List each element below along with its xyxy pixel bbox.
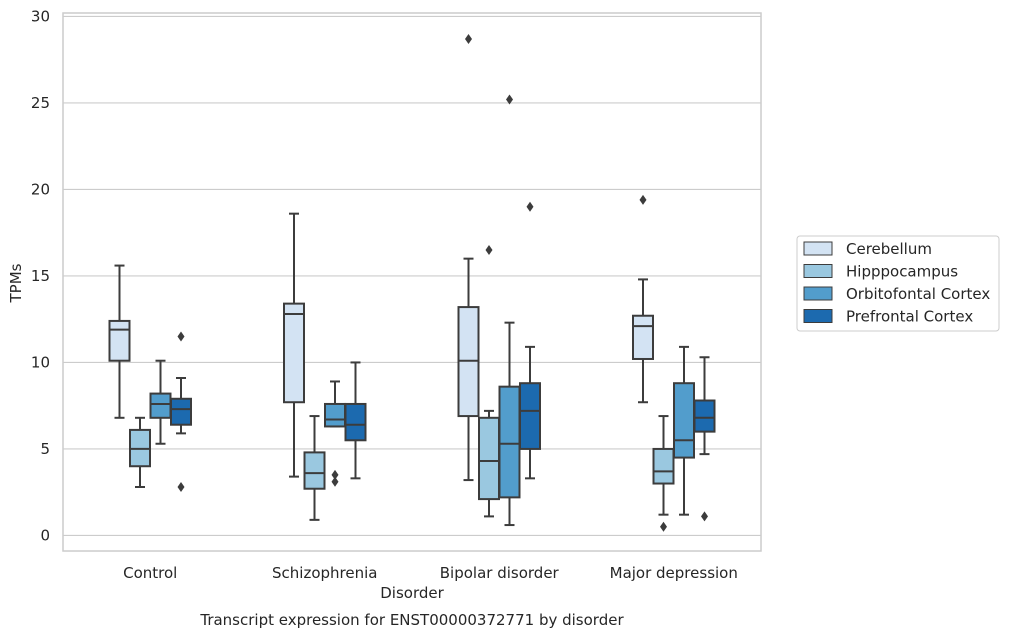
box-body (652, 447, 675, 485)
x-tick-label: Schizophrenia (272, 564, 377, 582)
box-orbitofontal-cortex (673, 345, 695, 516)
legend-swatch (803, 309, 833, 323)
legend-frame (796, 235, 1000, 332)
box-body (149, 392, 172, 419)
outlier-point (660, 521, 667, 532)
y-tick-labels: 0 5 10 15 20 25 30 (31, 7, 50, 544)
box-body (170, 397, 192, 426)
outlier-point (506, 94, 513, 105)
outlier-point (177, 331, 185, 342)
legend-swatch (803, 264, 833, 278)
plot-frame (62, 12, 762, 552)
y-tick-label: 25 (31, 94, 50, 112)
outlier-point (331, 469, 339, 480)
legend-swatch (803, 286, 833, 301)
outlier-point (701, 511, 708, 522)
box-hipppocampus (303, 415, 326, 521)
y-tick-label: 30 (31, 7, 50, 25)
box-body (693, 399, 716, 433)
outlier-point (526, 201, 534, 212)
box-hipppocampus (652, 415, 675, 532)
x-axis-title: Disorder (380, 584, 444, 602)
box-body (344, 402, 367, 442)
outlier-point (639, 194, 647, 205)
box-prefrontal-cortex (344, 361, 367, 480)
outlier-point (177, 481, 185, 492)
grid-lines (63, 15, 761, 537)
box-hipppocampus (129, 416, 151, 488)
y-tick-label: 0 (40, 526, 50, 544)
chart-caption: Transcript expression for ENST0000037277… (199, 611, 624, 629)
x-tick-label: Control (123, 564, 177, 582)
legend-label: Hipppocampus (846, 263, 958, 281)
box-orbitofontal-cortex (149, 359, 172, 445)
legend: Cerebellum Hipppocampus Orbitofontal Corte… (796, 235, 1000, 332)
box-prefrontal-cortex (170, 331, 192, 492)
box-prefrontal-cortex (693, 356, 716, 522)
legend-swatch (803, 241, 833, 256)
y-tick-label: 5 (40, 440, 50, 458)
box-body (519, 382, 541, 450)
box-cerebellum (283, 212, 305, 478)
box-cerebellum (457, 33, 480, 482)
x-tick-label: Bipolar disorder (440, 564, 560, 582)
y-tick-label: 20 (31, 180, 50, 198)
legend-label: Prefrontal Cortex (846, 308, 973, 326)
y-axis-title: TPMs (7, 263, 25, 303)
outlier-point (485, 244, 493, 255)
outlier-point (465, 33, 472, 44)
box-cerebellum (108, 264, 131, 419)
box-body (303, 451, 326, 490)
x-tick-label: Major depression (610, 564, 738, 582)
box-body (283, 302, 305, 404)
y-tick-label: 10 (31, 353, 50, 371)
box-body (673, 382, 695, 459)
x-tick-labels: Control Schizophrenia Bipolar disorder Majo… (123, 564, 738, 582)
outlier-point (331, 476, 339, 487)
legend-label: Orbitofontal Cortex (846, 285, 990, 303)
box-body (498, 385, 521, 499)
box-body (324, 402, 346, 428)
box-body (478, 416, 500, 501)
legend-label: Cerebellum (846, 240, 932, 258)
box-cerebellum (632, 194, 654, 404)
box-series (108, 33, 716, 532)
box-hipppocampus (478, 244, 500, 518)
box-prefrontal-cortex (519, 201, 541, 480)
box-orbitofontal-cortex (324, 380, 346, 487)
y-tick-label: 15 (31, 267, 50, 285)
box-body (632, 314, 654, 360)
box-body (108, 319, 131, 362)
box-orbitofontal-cortex (498, 94, 521, 527)
